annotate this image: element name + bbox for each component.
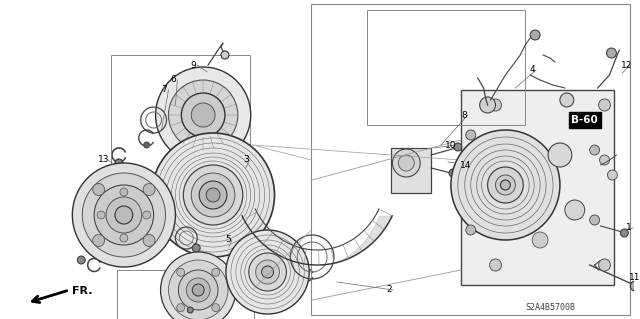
Text: 3: 3 — [243, 155, 249, 165]
Bar — [311, 4, 630, 315]
Circle shape — [192, 284, 204, 296]
Circle shape — [565, 200, 585, 220]
Circle shape — [548, 143, 572, 167]
Circle shape — [598, 259, 611, 271]
Circle shape — [589, 145, 600, 155]
Circle shape — [479, 97, 495, 113]
Circle shape — [143, 211, 150, 219]
Circle shape — [598, 99, 611, 111]
Bar — [461, 90, 614, 285]
Circle shape — [183, 165, 243, 225]
Circle shape — [256, 260, 280, 284]
Text: 2: 2 — [387, 286, 392, 294]
Circle shape — [249, 253, 287, 291]
Circle shape — [226, 230, 309, 314]
Circle shape — [83, 173, 166, 257]
Circle shape — [221, 51, 229, 59]
Circle shape — [532, 232, 548, 248]
Circle shape — [77, 256, 85, 264]
Text: 14: 14 — [460, 160, 472, 169]
Text: 13: 13 — [99, 155, 110, 165]
Circle shape — [168, 260, 228, 319]
Circle shape — [191, 173, 235, 217]
Circle shape — [120, 188, 128, 196]
Circle shape — [177, 268, 185, 276]
Circle shape — [466, 130, 476, 140]
Circle shape — [188, 307, 193, 313]
Circle shape — [449, 169, 457, 177]
Circle shape — [106, 197, 141, 233]
Bar — [392, 148, 431, 193]
Circle shape — [199, 181, 227, 209]
Text: 12: 12 — [621, 61, 632, 70]
Circle shape — [607, 170, 618, 180]
Circle shape — [192, 244, 200, 252]
Circle shape — [589, 215, 600, 225]
Circle shape — [97, 211, 105, 219]
Text: B-60: B-60 — [572, 115, 598, 125]
Circle shape — [115, 206, 132, 224]
Text: 4: 4 — [529, 65, 535, 75]
Circle shape — [398, 155, 414, 171]
Circle shape — [620, 229, 628, 237]
Circle shape — [179, 270, 218, 310]
Circle shape — [206, 188, 220, 202]
Bar — [367, 10, 525, 125]
Circle shape — [115, 159, 123, 167]
Circle shape — [143, 183, 155, 196]
Text: 7: 7 — [162, 85, 168, 94]
Bar — [117, 270, 253, 319]
Circle shape — [530, 30, 540, 40]
Circle shape — [451, 130, 560, 240]
Text: S2A4B5700B: S2A4B5700B — [525, 303, 575, 313]
Circle shape — [600, 155, 609, 165]
Circle shape — [262, 266, 273, 278]
Circle shape — [191, 103, 215, 127]
Circle shape — [630, 281, 640, 291]
Circle shape — [156, 67, 251, 163]
Circle shape — [72, 163, 175, 267]
Circle shape — [93, 234, 104, 247]
Circle shape — [177, 304, 185, 312]
Circle shape — [186, 278, 210, 302]
Circle shape — [144, 142, 150, 148]
Text: 8: 8 — [461, 110, 467, 120]
Circle shape — [143, 234, 155, 247]
Text: 11: 11 — [628, 273, 640, 283]
Text: 10: 10 — [445, 140, 457, 150]
Circle shape — [93, 183, 104, 196]
Circle shape — [392, 149, 420, 177]
Text: 5: 5 — [225, 235, 231, 244]
Circle shape — [120, 234, 128, 242]
Circle shape — [212, 268, 220, 276]
Circle shape — [181, 93, 225, 137]
Text: 9: 9 — [190, 61, 196, 70]
Bar — [111, 55, 250, 240]
Circle shape — [466, 225, 476, 235]
Circle shape — [488, 167, 524, 203]
Text: 1: 1 — [627, 224, 632, 233]
Circle shape — [490, 259, 502, 271]
Circle shape — [560, 93, 574, 107]
Circle shape — [152, 133, 275, 257]
Text: 6: 6 — [170, 76, 176, 85]
Circle shape — [168, 80, 238, 150]
Circle shape — [495, 175, 515, 195]
Circle shape — [161, 252, 236, 319]
Circle shape — [490, 99, 502, 111]
Text: FR.: FR. — [72, 286, 93, 296]
Circle shape — [454, 143, 462, 151]
Circle shape — [94, 185, 154, 245]
Circle shape — [212, 304, 220, 312]
Circle shape — [500, 180, 510, 190]
Circle shape — [607, 48, 616, 58]
